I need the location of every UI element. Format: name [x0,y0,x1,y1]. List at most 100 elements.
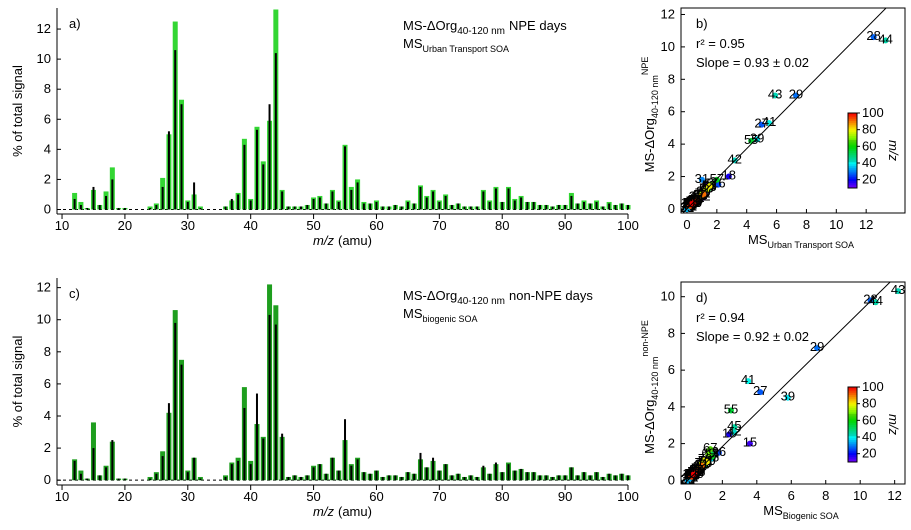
bar [494,462,497,481]
bar [413,203,416,210]
point-label: 42 [728,151,742,166]
label-part: MS [403,306,423,321]
point [872,299,879,306]
bar [312,467,315,481]
colorbar-segment [848,180,857,183]
bar [381,476,384,481]
bar [123,478,126,481]
y-tick-label: 12 [37,280,51,295]
bar [86,478,89,481]
bar [79,473,82,481]
bar [281,433,284,481]
colorbar-segment [848,176,857,180]
colorbar-segment [848,445,857,448]
bar [450,204,453,210]
colorbar-segment [848,394,857,397]
y-axis-label: MS-ΔOrg40-120 nmNPE [640,57,660,173]
y-tick-label: 10 [661,39,675,54]
y-tick-label: 10 [37,51,51,66]
bar [425,197,428,210]
bar [551,476,554,481]
label-part: non-NPE [640,320,650,357]
x-tick-label: 90 [558,218,572,233]
colorbar-segment [848,156,857,159]
bar [281,191,284,210]
bar [224,476,227,481]
label-part: (amu) [338,233,372,248]
colorbar-segment [848,405,857,409]
x-axis-label: m/z (amu) [313,233,372,248]
label-part: Urban Transport SOA [767,240,854,250]
bar [299,206,302,210]
panel-label: c) [69,286,80,301]
label-part: MS [763,503,783,518]
legend-entry: MSUrban Transport SOA [403,36,509,54]
colorbar-segment [848,458,857,461]
colorbar-segment [848,154,857,157]
bar [620,203,623,210]
bar [149,478,152,481]
points: 1213141516171819202122232425262728293031… [681,282,905,484]
bar [627,204,629,210]
bar [538,204,541,210]
bar [293,475,296,481]
point-label: 55 [724,402,738,417]
colorbar-tick-label: 100 [862,379,884,394]
bar [268,104,271,210]
bar [545,204,548,210]
point [700,191,707,198]
bar [406,201,409,210]
colorbar-segment [848,428,857,431]
bar [111,179,114,210]
label-part: MS [748,232,768,247]
y-tick-label: 12 [37,21,51,36]
colorbar-frame [847,386,858,463]
colorbar-segment [848,439,857,442]
stat-text: Slope = 0.92 ± 0.02 [696,329,809,344]
bar [299,476,302,481]
y-tick-label: 8 [44,81,51,96]
bar [249,200,252,210]
colorbar-segment [848,420,857,424]
x-tick-label: 100 [617,489,639,504]
colorbar-segment [848,163,857,166]
x-tick-label: 70 [432,489,446,504]
colorbar-segment [848,141,857,144]
bar [199,207,202,210]
label-part: NPE days [509,18,567,33]
y-tick-label: 6 [44,111,51,126]
bar [325,473,328,481]
point [870,34,877,41]
colorbar-segment [848,450,857,454]
colorbar-segment [848,415,857,418]
bar [369,203,372,210]
colorbar-segment [848,169,857,172]
bar [532,201,535,210]
x-tick-label: 10 [853,488,867,503]
colorbar-segment [848,135,857,138]
fit-line [682,8,887,213]
bar [526,472,529,481]
bar [92,186,95,210]
colorbar-segment [848,396,857,399]
bar [627,475,629,481]
bar [180,104,183,210]
bar [362,472,365,481]
x-tick-label: 90 [558,489,572,504]
colorbar-tick-label: 80 [862,396,876,411]
points: 1213141516171819202122232425262728293031… [681,8,893,213]
bar [325,203,328,210]
label-part: m/z [313,504,334,519]
stat-text: r² = 0.95 [696,36,745,51]
y-tick-label: 4 [668,399,675,414]
bar [576,203,579,210]
colorbar-segment [848,400,857,403]
bar [249,464,252,481]
bar [601,206,604,210]
point [713,176,720,183]
y-tick-label: 8 [668,325,675,340]
panel-label: a) [69,16,81,31]
point-label: 27 [753,383,767,398]
bar [507,464,510,481]
y-tick-label: 4 [44,408,51,423]
